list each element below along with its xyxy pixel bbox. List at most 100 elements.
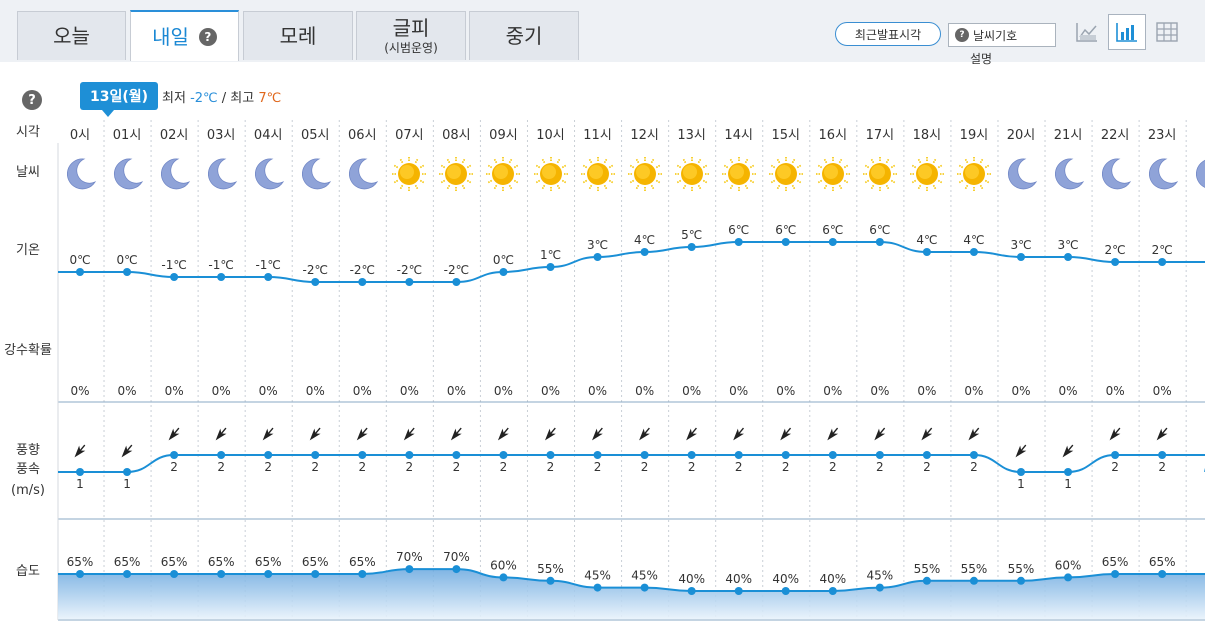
wind-arrow-shaft — [970, 427, 980, 438]
row-label-wind-speed: 풍속 — [16, 462, 40, 477]
sunny-icon — [768, 156, 804, 192]
wind-arrow-shaft — [452, 427, 462, 438]
wind-speed-label: 2 — [970, 460, 978, 474]
temperature-label: 1℃ — [540, 248, 561, 262]
help-icon[interactable]: ? — [198, 27, 217, 46]
wind-arrow-shaft — [735, 427, 745, 438]
wind-arrow-shaft — [641, 427, 650, 438]
sunny-icon — [485, 156, 521, 192]
clear-night-icon — [1191, 156, 1205, 192]
tab-label: 내일 — [152, 24, 189, 49]
legend-sub-label: 설명 — [970, 52, 993, 66]
tab-tomorrow[interactable]: 내일 ? — [130, 10, 239, 61]
wind-direction-icon — [545, 427, 556, 441]
humidity-point — [687, 587, 696, 595]
hour-label: 0시 — [69, 128, 91, 143]
wind-speed-label: 1 — [76, 477, 84, 491]
precipitation-label: 0% — [823, 384, 842, 398]
temperature-point — [358, 278, 367, 286]
humidity-label: 55% — [537, 562, 564, 576]
wind-arrow-shaft — [1111, 427, 1121, 438]
hour-label: 21시 — [1053, 128, 1083, 143]
temperature-label: 3℃ — [1057, 238, 1078, 252]
row-label-weather: 날씨 — [16, 165, 40, 180]
humidity-point — [123, 570, 132, 578]
humidity-label: 40% — [819, 572, 846, 586]
sunny-icon — [862, 156, 898, 192]
recent-release-button[interactable]: 최근발표시각 — [835, 22, 941, 46]
date-badge: 13일(월) — [80, 82, 159, 117]
temperature-point — [593, 253, 602, 261]
humidity-label: 55% — [961, 562, 988, 576]
wind-speed-point — [1017, 468, 1025, 476]
tab-today[interactable]: 오늘 — [17, 11, 126, 60]
humidity-label: 40% — [772, 572, 799, 586]
table-view-button[interactable] — [1148, 14, 1186, 50]
hour-label: 07시 — [395, 128, 424, 143]
humidity-point — [875, 583, 884, 592]
humidity-point — [170, 570, 179, 578]
separator: / — [221, 91, 227, 106]
temperature-label: 6℃ — [822, 223, 843, 237]
temperature-point — [1017, 253, 1025, 261]
humidity-label: 45% — [867, 569, 894, 583]
weather-legend-button[interactable]: ? 날씨기호 — [948, 23, 1056, 47]
wind-arrow-shaft — [358, 427, 368, 438]
wind-speed-label: 2 — [170, 460, 178, 474]
wind-speed-label: 2 — [311, 460, 319, 474]
hour-label: 19시 — [959, 128, 989, 143]
wind-direction-icon — [874, 427, 886, 441]
temperature-point — [76, 268, 84, 276]
precipitation-label: 0% — [306, 384, 325, 398]
tab-third-day[interactable]: 글피 (시범운영) — [356, 11, 466, 60]
humidity-point — [922, 576, 931, 585]
wind-direction-icon — [450, 427, 462, 441]
humidity-label: 70% — [443, 550, 470, 564]
humidity-point — [76, 570, 84, 578]
temperature-point — [264, 273, 273, 281]
line-chart-view-button[interactable] — [1068, 14, 1106, 50]
tab-day-after[interactable]: 모레 — [243, 11, 353, 60]
wind-speed-line — [58, 454, 1205, 473]
precipitation-label: 0% — [541, 384, 560, 398]
temperature-point — [969, 248, 978, 256]
precipitation-label: 0% — [776, 384, 795, 398]
wind-speed-label: 2 — [688, 460, 696, 474]
legend-label: 날씨기호 — [973, 28, 1018, 43]
humidity-point — [781, 587, 790, 595]
row-label-time: 시각 — [16, 125, 40, 140]
wind-speed-point — [358, 451, 367, 459]
wind-speed-label: 2 — [1111, 460, 1119, 474]
humidity-label: 40% — [725, 572, 752, 586]
sunny-icon — [909, 156, 945, 192]
wind-speed-label: 1 — [1064, 477, 1072, 491]
help-icon[interactable]: ? — [22, 90, 42, 110]
wind-arrow-shaft — [1064, 444, 1074, 455]
temperature-point — [875, 238, 884, 246]
clear-night-icon — [203, 156, 239, 192]
precipitation-label: 0% — [494, 384, 513, 398]
wind-speed-label: 2 — [876, 460, 884, 474]
wind-direction-icon — [1156, 427, 1168, 441]
hour-label: 22시 — [1100, 128, 1130, 143]
clear-night-icon — [1050, 156, 1086, 192]
hour-label: 14시 — [724, 128, 753, 143]
hour-label: 15시 — [771, 128, 800, 143]
wind-speed-point — [922, 451, 931, 459]
temperature-label: -2℃ — [444, 263, 469, 277]
wind-speed-point — [264, 451, 273, 459]
clear-night-icon — [1097, 156, 1133, 192]
temperature-label: 0℃ — [493, 253, 514, 267]
top-bar: 오늘 내일 ? 모레 글피 (시범운영) 중기 최근발표시각 ? 날씨기호 설명 — [0, 0, 1205, 66]
wind-direction-icon — [497, 427, 509, 441]
wind-speed-point — [452, 451, 461, 459]
precipitation-label: 0% — [70, 384, 89, 398]
bar-chart-view-button[interactable] — [1108, 14, 1146, 50]
wind-speed-label: 2 — [264, 460, 272, 474]
tab-mid-term[interactable]: 중기 — [469, 11, 579, 60]
wind-speed-label: 1 — [1017, 477, 1025, 491]
temperature-point — [311, 278, 320, 286]
temperature-point — [1158, 258, 1167, 266]
wind-speed-point — [969, 451, 978, 459]
humidity-label: 65% — [302, 555, 329, 569]
